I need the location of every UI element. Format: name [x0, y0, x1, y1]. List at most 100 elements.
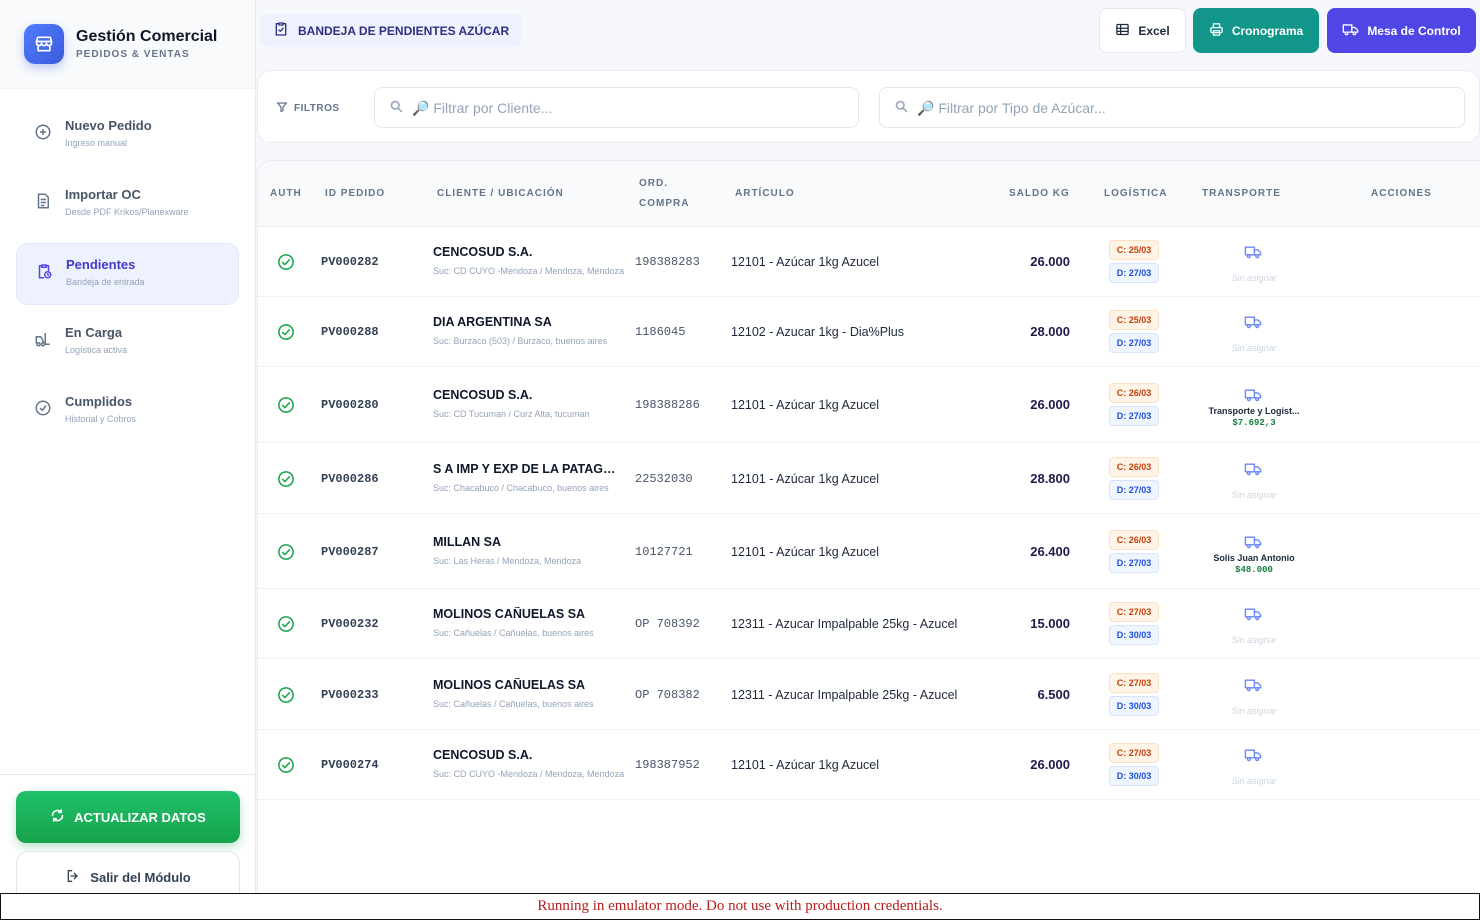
sidebar-item-en-carga[interactable]: En Carga Logística activa — [16, 312, 239, 374]
transport-status: Solis Juan Antonio — [1213, 553, 1295, 563]
table-row[interactable]: PV000274 CENCOSUD S.A. Suc: CD CUYO -Mendo… — [258, 730, 1480, 800]
authorized-check-icon — [277, 686, 295, 704]
filters-label-text: FILTROS — [294, 103, 340, 114]
clipboard-clock-icon — [35, 262, 53, 280]
brand-subtitle: PEDIDOS & VENTAS — [76, 49, 190, 60]
order-id: PV000286 — [321, 472, 379, 486]
transport-status: Transporte y Logist... — [1208, 406, 1300, 416]
purchase-order-number: 1186045 — [635, 325, 686, 339]
tipo-filter-field[interactable] — [879, 87, 1465, 128]
sidebar: Gestión Comercial PEDIDOS & VENTAS Nuevo… — [0, 0, 256, 903]
order-id: PV000280 — [321, 398, 379, 412]
header-id-pedido: ID PEDIDO — [325, 188, 386, 199]
authorized-check-icon — [277, 323, 295, 341]
purchase-order-number: 198388286 — [635, 398, 700, 412]
plus-circle-icon — [34, 123, 52, 141]
emulator-notice: Running in emulator mode. Do not use wit… — [0, 893, 1480, 920]
header-orden-compra-1: ORD. — [639, 178, 668, 189]
logout-icon — [65, 868, 81, 887]
saldo-kg: 28.000 — [1030, 324, 1070, 339]
client-name: DIA ARGENTINA SA — [433, 315, 552, 329]
article: 12311 - Azucar Impalpable 25kg - Azucel — [731, 617, 958, 631]
cliente-filter-field[interactable] — [374, 87, 859, 128]
sidebar-item-importar-oc[interactable]: Importar OC Desde PDF Krikos/Planexware — [16, 174, 239, 236]
article: 12101 - Azúcar 1kg Azucel — [731, 472, 880, 486]
purchase-order-number: 10127721 — [635, 545, 693, 559]
mesa-de-control-button[interactable]: Mesa de Control — [1327, 8, 1476, 53]
assign-transport-truck-icon[interactable] — [1244, 315, 1264, 329]
sidebar-item-label: Nuevo Pedido — [65, 118, 152, 133]
client-location: Suc: CD CUYO -Mendoza / Mendoza, Mendoza — [433, 266, 625, 276]
sidebar-item-cumplidos[interactable]: Cumplidos Historial y Cobros — [16, 381, 239, 443]
header-acciones: ACCIONES — [1371, 188, 1432, 199]
assign-transport-truck-icon[interactable] — [1244, 245, 1264, 259]
order-id: PV000287 — [321, 545, 379, 559]
assign-transport-truck-icon[interactable] — [1244, 678, 1264, 692]
client-location: Suc: CD Tucuman / Curz Alta, tucuman — [433, 409, 590, 419]
table-row[interactable]: PV000288 DIA ARGENTINA SA Suc: Burzaco (50… — [258, 297, 1480, 367]
client-name: CENCOSUD S.A. — [433, 245, 533, 259]
carga-date-badge: C: 27/03 — [1109, 602, 1159, 622]
sidebar-item-label: Importar OC — [65, 187, 141, 202]
article: 12101 - Azúcar 1kg Azucel — [731, 255, 880, 269]
tipo-azucar-filter-input[interactable] — [917, 99, 1297, 116]
client-location: Suc: Las Heras / Mendoza, Mendoza — [433, 556, 582, 566]
carga-date-badge: C: 26/03 — [1109, 530, 1159, 550]
descarga-date-badge: D: 30/03 — [1109, 625, 1159, 645]
sidebar-item-desc: Ingreso manual — [65, 138, 128, 148]
cliente-filter-input[interactable] — [412, 99, 792, 116]
carga-date-badge: C: 25/03 — [1109, 310, 1159, 330]
refresh-button[interactable]: ACTUALIZAR DATOS — [16, 791, 240, 843]
saldo-kg: 15.000 — [1030, 616, 1070, 631]
article: 12101 - Azúcar 1kg Azucel — [731, 758, 880, 772]
saldo-kg: 26.400 — [1030, 544, 1070, 559]
assign-transport-truck-icon[interactable] — [1244, 748, 1264, 762]
assign-transport-truck-icon[interactable] — [1244, 607, 1264, 621]
table-row[interactable]: PV000232 MOLINOS CAÑUELAS SA Suc: Cañuelas… — [258, 589, 1480, 659]
authorized-check-icon — [277, 253, 295, 271]
spreadsheet-icon — [1115, 22, 1130, 40]
sidebar-item-desc: Desde PDF Krikos/Planexware — [65, 207, 189, 217]
table-row[interactable]: PV000233 MOLINOS CAÑUELAS SA Suc: Cañuelas… — [258, 659, 1480, 730]
transport-price: $7.692,3 — [1232, 418, 1276, 428]
header-saldo-kg: SALDO KG — [1009, 188, 1070, 199]
mesa-label: Mesa de Control — [1367, 23, 1461, 38]
client-location: Suc: Burzaco (503) / Burzaco, buenos air… — [433, 336, 608, 346]
excel-button[interactable]: Excel — [1099, 8, 1186, 53]
header-cliente: CLIENTE / UBICACIÓN — [437, 188, 564, 199]
header-logistica: LOGÍSTICA — [1104, 188, 1168, 199]
cronograma-button[interactable]: Cronograma — [1193, 8, 1319, 53]
table-row[interactable]: PV000287 MILLAN SA Suc: Las Heras / Mendoz… — [258, 514, 1480, 589]
document-import-icon — [34, 192, 52, 210]
header-transporte: TRANSPORTE — [1202, 188, 1281, 199]
truck-icon — [1342, 22, 1359, 40]
transport-status: Sin asignar — [1231, 273, 1277, 283]
table-row[interactable]: PV000280 CENCOSUD S.A. Suc: CD Tucuman / C… — [258, 367, 1480, 443]
carga-date-badge: C: 26/03 — [1109, 383, 1159, 403]
client-name: CENCOSUD S.A. — [433, 748, 533, 762]
saldo-kg: 26.000 — [1030, 397, 1070, 412]
authorized-check-icon — [277, 396, 295, 414]
table-row[interactable]: PV000282 CENCOSUD S.A. Suc: CD CUYO -Mendo… — [258, 227, 1480, 297]
client-location: Suc: Cañuelas / Cañuelas, buenos aires — [433, 628, 594, 638]
header: BANDEJA DE PENDIENTES AZÚCAR Excel Crono… — [256, 0, 1480, 62]
sidebar-item-pendientes[interactable]: Pendientes Bandeja de entrada — [16, 243, 239, 305]
table-row[interactable]: PV000286 S A IMP Y EXP DE LA PATAGO... Suc… — [258, 443, 1480, 514]
search-icon — [894, 99, 909, 117]
filter-funnel-icon — [276, 101, 288, 116]
purchase-order-number: OP 708392 — [635, 617, 700, 631]
assign-transport-truck-icon[interactable] — [1244, 535, 1264, 549]
assign-transport-truck-icon[interactable] — [1244, 462, 1264, 476]
exit-label: Salir del Módulo — [90, 869, 191, 885]
forklift-icon — [34, 330, 52, 348]
sidebar-item-label: Pendientes — [66, 257, 136, 272]
check-circle-icon — [34, 399, 52, 417]
printer-icon — [1209, 22, 1224, 40]
refresh-label: ACTUALIZAR DATOS — [74, 809, 206, 825]
assign-transport-truck-icon[interactable] — [1244, 388, 1264, 402]
article: 12102 - Azucar 1kg - Dia%Plus — [731, 325, 905, 339]
sidebar-item-nuevo-pedido[interactable]: Nuevo Pedido Ingreso manual — [16, 105, 239, 167]
purchase-order-number: 198388283 — [635, 255, 700, 269]
sidebar-item-label: Cumplidos — [65, 394, 133, 409]
cronograma-label: Cronograma — [1231, 23, 1304, 38]
